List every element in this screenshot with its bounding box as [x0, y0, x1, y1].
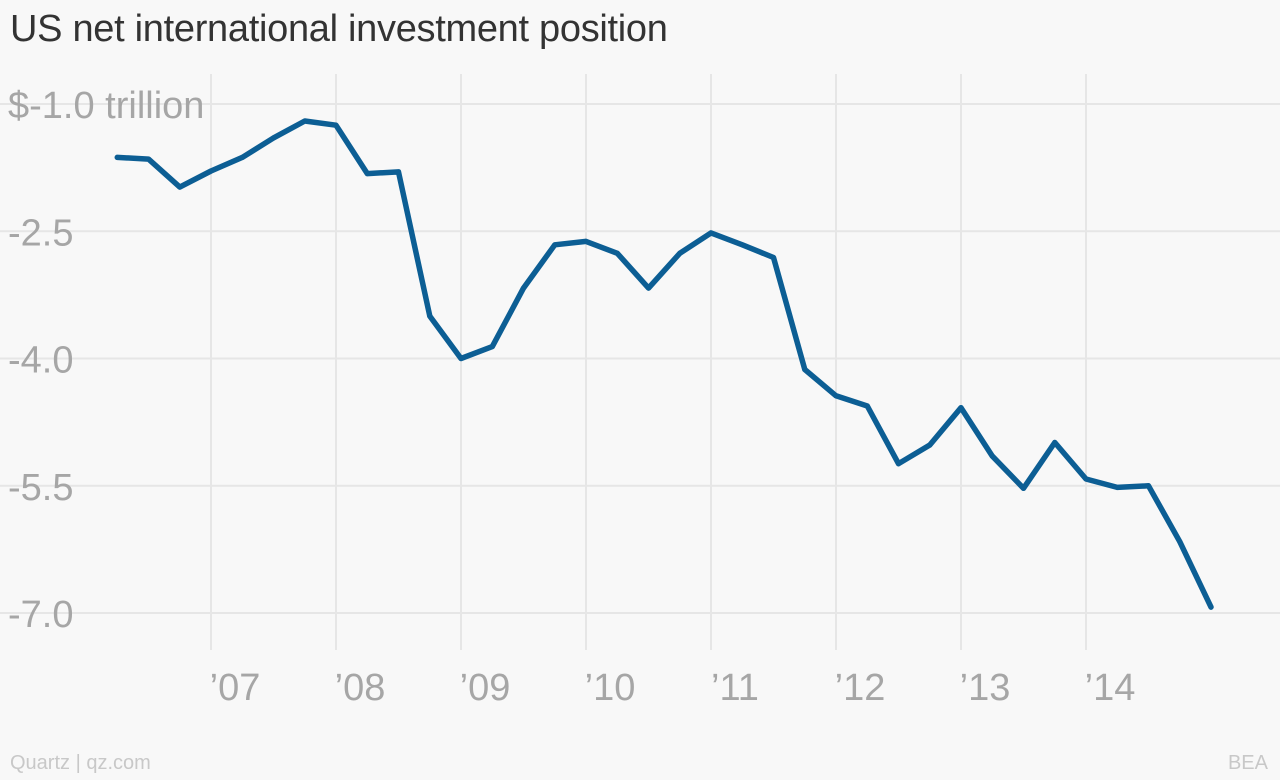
data-point [1052, 439, 1058, 445]
x-tick-label: ’14 [1085, 667, 1136, 709]
data-point [364, 171, 370, 177]
data-point [396, 169, 401, 175]
data-point [958, 405, 964, 411]
data-point [552, 242, 558, 248]
y-tick-label: -5.5 [8, 467, 73, 509]
data-point [989, 453, 995, 459]
x-tick-label: ’09 [460, 667, 511, 709]
data-point [739, 242, 745, 248]
data-point [239, 154, 245, 160]
x-tick-label: ’08 [335, 667, 386, 709]
data-point [458, 356, 464, 361]
data-point [177, 184, 183, 190]
data-point [771, 255, 776, 261]
y-tick-label: -2.5 [8, 212, 73, 254]
data-point [677, 250, 683, 256]
source-text: BEA [1227, 752, 1268, 774]
x-tick-label: ’07 [210, 667, 261, 709]
data-point [427, 313, 433, 319]
data-point [833, 393, 839, 399]
chart-title: US net international investment position [10, 8, 668, 50]
data-point [1083, 476, 1089, 482]
data-point [646, 285, 651, 291]
data-point [1208, 604, 1214, 610]
y-tick-label: -7.0 [8, 594, 73, 636]
x-tick-label: ’13 [960, 667, 1011, 709]
data-point [583, 238, 589, 244]
data-point [708, 230, 714, 236]
data-point [1177, 539, 1183, 545]
series-line [114, 118, 1214, 610]
data-point [614, 250, 620, 256]
data-point [489, 344, 495, 350]
data-point [896, 461, 901, 467]
credit-text[interactable]: Quartz | qz.com [10, 752, 151, 774]
data-point [1114, 484, 1120, 490]
data-point [1146, 483, 1151, 489]
data-point [521, 285, 526, 291]
x-tick-label: ’10 [585, 667, 636, 709]
data-point [802, 367, 808, 373]
data-point [208, 168, 214, 174]
x-tick-label: ’12 [835, 667, 886, 709]
data-point [927, 442, 933, 448]
x-tick-label: ’11 [711, 667, 759, 709]
data-point [864, 403, 870, 409]
data-point [146, 156, 151, 162]
data-point [114, 154, 120, 160]
y-tick-label: -4.0 [8, 340, 73, 382]
data-point [271, 135, 276, 141]
data-point [302, 118, 308, 124]
y-tick-label: $-1.0 trillion [8, 85, 204, 127]
data-point [1021, 485, 1026, 491]
data-point [333, 122, 339, 128]
